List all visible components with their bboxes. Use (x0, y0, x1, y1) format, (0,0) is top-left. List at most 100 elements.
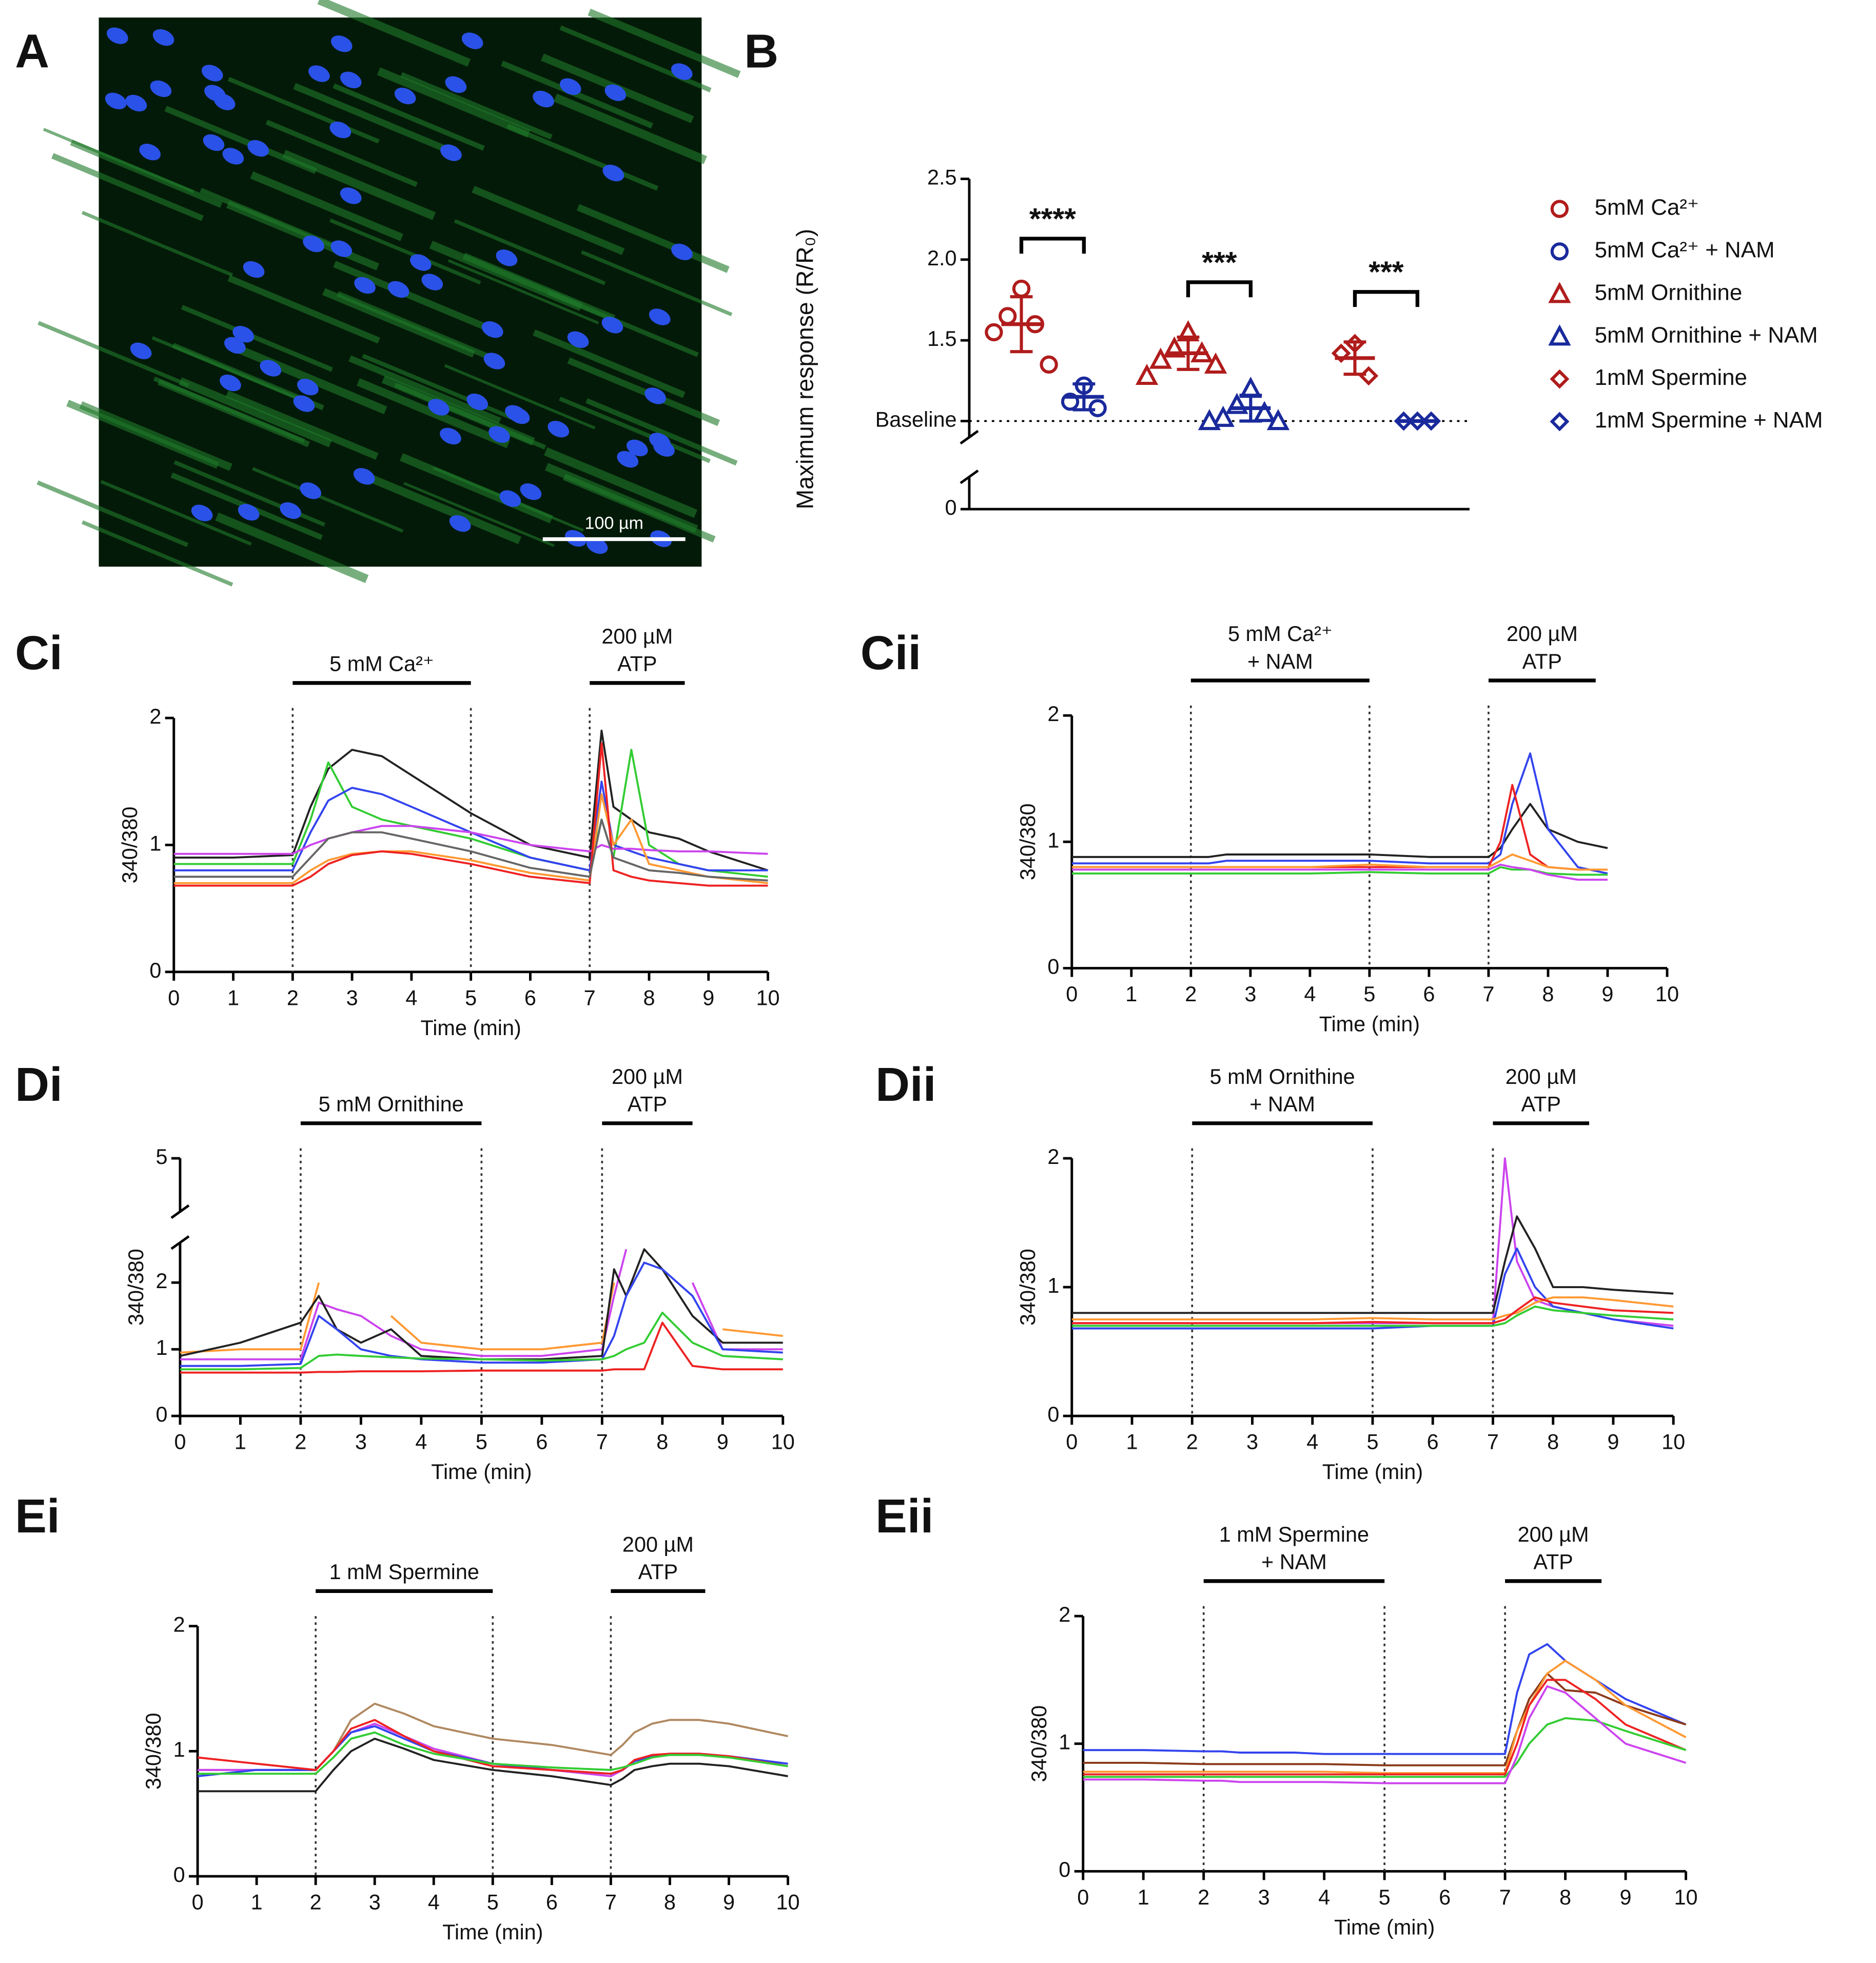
x-tick-label: 0 (1066, 982, 1078, 1006)
data-point (1211, 405, 1235, 427)
x-tick-label: 2 (287, 985, 299, 1009)
trace (173, 729, 769, 871)
data-point (1149, 347, 1172, 369)
fiber (588, 8, 741, 78)
x-tick-label: 9 (702, 985, 714, 1009)
fiber (472, 186, 625, 255)
nucleus (238, 503, 260, 521)
nucleus (191, 504, 213, 521)
x-tick-label: 3 (369, 1890, 381, 1914)
fiber (70, 140, 223, 208)
treatment-label: ATP (1533, 1550, 1573, 1574)
significance-bracket (1019, 237, 1086, 254)
y-tick-label: 0 (156, 1402, 168, 1426)
nucleus (483, 353, 505, 370)
x-tick-label: 1 (227, 985, 239, 1009)
nucleus (548, 420, 570, 438)
x-tick-label: 4 (405, 985, 417, 1009)
nucleus (353, 468, 375, 485)
panel-label: Cii (861, 626, 921, 679)
nucleus (671, 243, 693, 261)
nucleus (300, 482, 322, 499)
x-tick-label: 4 (1304, 982, 1316, 1006)
nucleus (303, 235, 324, 252)
error-bar (1343, 340, 1366, 376)
nucleus (496, 249, 518, 266)
nucleus (125, 94, 147, 112)
fiber (227, 275, 380, 344)
data-point (1198, 409, 1221, 431)
fiber (250, 171, 403, 241)
x-tick-label: 4 (415, 1430, 427, 1454)
trace (1083, 1673, 1687, 1766)
fiber (400, 72, 553, 140)
y-axis-title: 340/380 (1027, 1705, 1051, 1782)
y-tick-label: 0 (945, 495, 957, 519)
fiber (585, 398, 738, 466)
x-tick-label: 8 (1547, 1430, 1559, 1454)
nucleus (604, 84, 627, 101)
legend-label: 1mM Spermine (1595, 365, 1747, 390)
nucleus (220, 374, 241, 392)
x-tick-label: 1 (1138, 1885, 1149, 1909)
x-tick-label: 2 (295, 1430, 306, 1454)
fiber (546, 290, 699, 357)
nucleus (488, 426, 510, 443)
nucleus (617, 451, 639, 468)
x-tick-label: 4 (1306, 1430, 1318, 1454)
treatment-label: ATP (638, 1560, 678, 1584)
fiber (322, 288, 476, 358)
fiber (225, 390, 379, 460)
legend-label: 5mM Ornithine (1595, 280, 1743, 305)
treatment-label: + NAM (1247, 649, 1313, 673)
x-tick-label: 8 (1559, 1885, 1571, 1909)
trace (1083, 1660, 1687, 1774)
y-axis-title: 340/380 (1015, 1249, 1040, 1326)
x-tick-label: 3 (346, 985, 358, 1009)
y-tick-label: 1 (1047, 828, 1059, 852)
trace (1083, 1679, 1687, 1776)
nucleus (130, 342, 152, 359)
legend-label: 5mM Ca²⁺ + NAM (1595, 238, 1775, 263)
treatment-label: 1 mM Spermine (329, 1560, 479, 1584)
treatment-label: 5 mM Ca²⁺ (329, 652, 434, 676)
fiber (581, 250, 733, 317)
x-axis-title: Time (min) (431, 1460, 532, 1484)
nucleus (440, 427, 461, 444)
significance-label: *** (1202, 246, 1237, 279)
y-tick-label: 1 (149, 831, 161, 855)
fiber (567, 357, 720, 426)
nucleus (394, 87, 416, 105)
trace (1083, 1685, 1687, 1784)
fiber (329, 218, 481, 285)
y-axis-title: 340/380 (1015, 804, 1040, 881)
data-point (1040, 355, 1058, 374)
treatment-label: 200 µM (1507, 621, 1578, 646)
x-axis-title: Time (min) (1334, 1915, 1435, 1939)
fiber (447, 259, 599, 324)
fiber (336, 291, 489, 359)
treatment-label: 200 µM (1506, 1064, 1577, 1089)
x-tick-label: 6 (1423, 982, 1435, 1006)
x-tick-label: 7 (596, 1430, 608, 1454)
y-tick-label: 2.0 (927, 246, 957, 270)
x-tick-label: 6 (524, 985, 536, 1009)
treatment-label: 200 µM (1518, 1522, 1589, 1546)
x-tick-label: 6 (536, 1430, 548, 1454)
fiber (533, 329, 686, 398)
treatment-label: ATP (628, 1092, 667, 1116)
significance-bracket (1353, 290, 1419, 307)
x-tick-label: 5 (465, 985, 477, 1009)
y-tick-label: 2 (1047, 702, 1059, 726)
fiber (227, 76, 380, 144)
x-tick-label: 2 (1185, 982, 1197, 1006)
fiber (43, 128, 194, 193)
x-tick-label: 7 (584, 985, 596, 1009)
fiber (501, 61, 653, 129)
fiber (357, 378, 510, 449)
error-bar (1239, 394, 1262, 423)
trace (1071, 1215, 1674, 1314)
nucleus (232, 326, 254, 343)
fiber (282, 149, 436, 220)
